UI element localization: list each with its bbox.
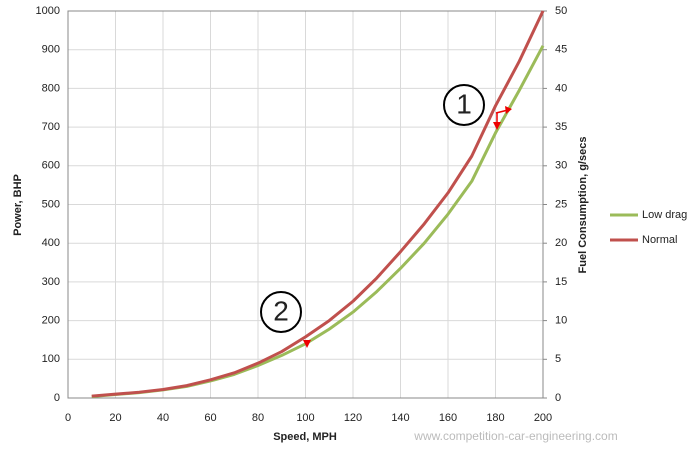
watermark: www.competition-car-engineering.com — [413, 429, 617, 443]
x-tick-label: 0 — [65, 412, 71, 424]
line-series — [91, 10, 545, 398]
plot-frame — [67, 10, 544, 399]
y2-tick-label: 50 — [555, 5, 567, 17]
legend-label: Low drag — [642, 209, 687, 221]
y2-axis-title: Fuel Consumption, g/secs — [577, 137, 589, 274]
y-tick-label: 500 — [42, 198, 60, 210]
y2-tick-label: 15 — [555, 276, 567, 288]
y-tick-label: 100 — [42, 353, 60, 365]
x-tick-label: 180 — [486, 412, 504, 424]
annotation-label: 1 — [456, 88, 472, 119]
y-tick-label: 600 — [42, 160, 60, 172]
x-tick-label: 20 — [109, 412, 121, 424]
arrow-head — [303, 340, 311, 348]
x-tick-label: 140 — [391, 412, 409, 424]
y2-tick-label: 25 — [555, 198, 567, 210]
y-tick-label: 900 — [42, 44, 60, 56]
y2-tick-label: 40 — [555, 82, 567, 94]
x-tick-label: 160 — [439, 412, 457, 424]
y2-tick-label: 10 — [555, 315, 567, 327]
annotation-circle — [443, 84, 485, 126]
y-tick-label: 300 — [42, 276, 60, 288]
x-axis-title: Speed, MPH — [273, 431, 337, 443]
x-tick-label: 100 — [296, 412, 314, 424]
y-axis-title: Power, BHP — [12, 174, 24, 236]
y2-tick-label: 20 — [555, 237, 567, 249]
legend-label: Normal — [642, 234, 677, 246]
arrow-head — [493, 122, 501, 130]
y-tick-label: 400 — [42, 237, 60, 249]
y2-tick-label: 0 — [555, 392, 561, 404]
y-tick-label: 1000 — [36, 5, 60, 17]
y-tick-label: 700 — [42, 121, 60, 133]
y-tick-label: 200 — [42, 315, 60, 327]
y2-tick-label: 30 — [555, 160, 567, 172]
y-tick-label: 800 — [42, 82, 60, 94]
x-tick-label: 60 — [204, 412, 216, 424]
y2-tick-label: 5 — [555, 353, 561, 365]
arrow-head — [505, 106, 512, 114]
y-tick-label: 0 — [54, 392, 60, 404]
x-tick-label: 80 — [252, 412, 264, 424]
x-tick-label: 120 — [344, 412, 362, 424]
x-tick-label: 40 — [157, 412, 169, 424]
x-tick-label: 200 — [534, 412, 552, 424]
annotation-label: 2 — [273, 295, 289, 326]
y2-tick-label: 35 — [555, 121, 567, 133]
annotation-circle — [260, 291, 302, 333]
y2-tick-label: 45 — [555, 44, 567, 56]
